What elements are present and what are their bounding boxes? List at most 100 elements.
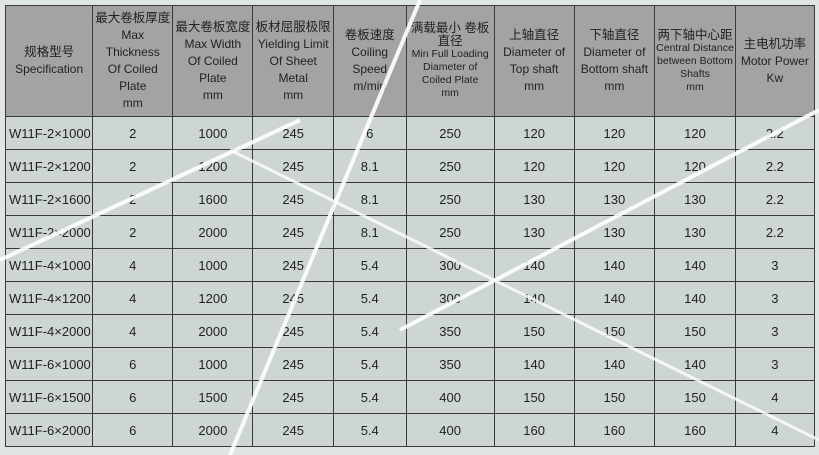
table-cell: W11F-4×2000	[4, 314, 94, 348]
header-unit: mm	[122, 96, 143, 110]
table-cell: 120	[573, 116, 656, 150]
table-cell: 6	[92, 413, 174, 447]
table-cell: W11F-6×1500	[4, 380, 94, 414]
table-cell: 400	[405, 413, 495, 447]
table-cell: 2.2	[734, 215, 816, 249]
table-cell: 245	[252, 347, 334, 381]
table-cell: 3	[734, 347, 816, 381]
table-cell: 5.4	[332, 314, 407, 348]
table-cell: 1200	[172, 281, 254, 315]
table-cell: 160	[573, 413, 656, 447]
table-cell: 130	[654, 215, 736, 249]
header-en: Min Full Loading	[411, 48, 489, 60]
table-cell: 2000	[172, 215, 254, 249]
table-cell: 150	[573, 380, 656, 414]
table-cell: 140	[493, 281, 575, 315]
table-cell: 2	[92, 215, 174, 249]
column-header: 最大卷板厚度 Max Thickness Of Coiled Plate mm	[92, 5, 174, 117]
table-cell: 350	[405, 314, 495, 348]
header-en: Central Distance	[656, 41, 734, 54]
table-cell: 120	[573, 149, 656, 183]
header-en: Yielding Limit	[257, 36, 329, 51]
table-row: W11F-6×2000 6 2000 245 5.4 400 160 160 160 4	[4, 413, 816, 447]
table-cell: 150	[654, 314, 736, 348]
header-en: Diameter of	[583, 45, 646, 59]
header-zh: 卷板速度	[344, 28, 395, 42]
header-zh: 板材屈服极限	[255, 19, 331, 34]
table-cell: 2.2	[734, 149, 816, 183]
table-cell: 5.4	[332, 347, 407, 381]
table-cell: W11F-2×1600	[4, 182, 94, 216]
table-cell: 5.4	[332, 248, 407, 282]
table-cell: W11F-4×1200	[4, 281, 94, 315]
table-cell: 140	[493, 248, 575, 282]
column-header: 最大卷板宽度 Max Width Of Coiled Plate mm	[172, 5, 254, 117]
header-en: Specification	[15, 62, 84, 76]
table-cell: 300	[405, 248, 495, 282]
table-cell: 150	[493, 380, 575, 414]
table-cell: W11F-2×2000	[4, 215, 94, 249]
table-cell: 2000	[172, 413, 254, 447]
table-cell: W11F-2×1000	[4, 116, 94, 150]
table-cell: 245	[252, 182, 334, 216]
table-row: W11F-2×1600 2 1600 245 8.1 250 130 130 130 2.2	[4, 182, 816, 216]
table-cell: 1600	[172, 182, 254, 216]
table-cell: 130	[573, 182, 656, 216]
header-unit: mm	[202, 87, 223, 102]
table-cell: 2.2	[734, 182, 816, 216]
table-cell: 140	[654, 248, 736, 282]
header-zh: 最大卷板宽度	[175, 19, 251, 34]
table-cell: 2000	[172, 314, 254, 348]
table-cell: 350	[405, 347, 495, 381]
table-cell: 130	[654, 182, 736, 216]
table-cell: 140	[654, 281, 736, 315]
table-cell: 4	[92, 281, 174, 315]
header-en: Bottom shaft	[580, 62, 649, 76]
table-cell: W11F-6×2000	[4, 413, 94, 447]
header-zh: 两下轴中心距	[657, 27, 733, 42]
table-cell: 3	[734, 281, 816, 315]
header-en: Of Coiled Plate	[187, 53, 238, 85]
table-cell: 245	[252, 248, 334, 282]
table-cell: 1200	[172, 149, 254, 183]
table-cell: 160	[493, 413, 575, 447]
table-cell: 140	[654, 347, 736, 381]
table-cell: 245	[252, 380, 334, 414]
table-cell: 6	[92, 380, 174, 414]
table-cell: 300	[405, 281, 495, 315]
table-cell: 6	[332, 116, 407, 150]
table-cell: 1000	[172, 116, 254, 150]
table-cell: 8.1	[332, 149, 407, 183]
header-zh: 上轴直径	[509, 28, 560, 42]
header-unit: mm	[604, 79, 625, 93]
table-cell: 120	[654, 116, 736, 150]
table-cell: 400	[405, 380, 495, 414]
table-cell: 2.2	[734, 116, 816, 150]
column-header: 下轴直径 Diameter of Bottom shaft mm	[573, 5, 656, 117]
table-cell: 5.4	[332, 380, 407, 414]
table-cell: 5.4	[332, 413, 407, 447]
table-cell: 3	[734, 248, 816, 282]
table-cell: 5.4	[332, 281, 407, 315]
table-cell: 4	[734, 380, 816, 414]
column-header: 板材屈服极限 Yielding Limit Of Sheet Metal mm	[252, 5, 334, 117]
table-cell: 4	[92, 248, 174, 282]
column-header: 规格型号 Specification	[4, 5, 94, 117]
header-en: Of Sheet Metal	[269, 53, 317, 85]
header-unit: m/min	[353, 79, 387, 93]
table-cell: 250	[405, 182, 495, 216]
table-cell: 130	[493, 215, 575, 249]
table-cell: 245	[252, 149, 334, 183]
table-cell: 2	[92, 149, 174, 183]
header-row: 规格型号 Specification 最大卷板厚度 Max Thickness Of C…	[4, 5, 816, 117]
table-cell: 4	[734, 413, 816, 447]
table-cell: 150	[654, 380, 736, 414]
table-row: W11F-6×1000 6 1000 245 5.4 350 140 140 140 3	[4, 347, 816, 381]
header-en: Diameter of	[422, 61, 478, 73]
table-cell: 245	[252, 314, 334, 348]
header-unit: mm	[524, 79, 545, 93]
table-cell: 6	[92, 347, 174, 381]
header-en: Coiling Speed	[351, 45, 389, 76]
table-cell: 250	[405, 116, 495, 150]
header-zh: 主电机功率	[743, 36, 807, 51]
